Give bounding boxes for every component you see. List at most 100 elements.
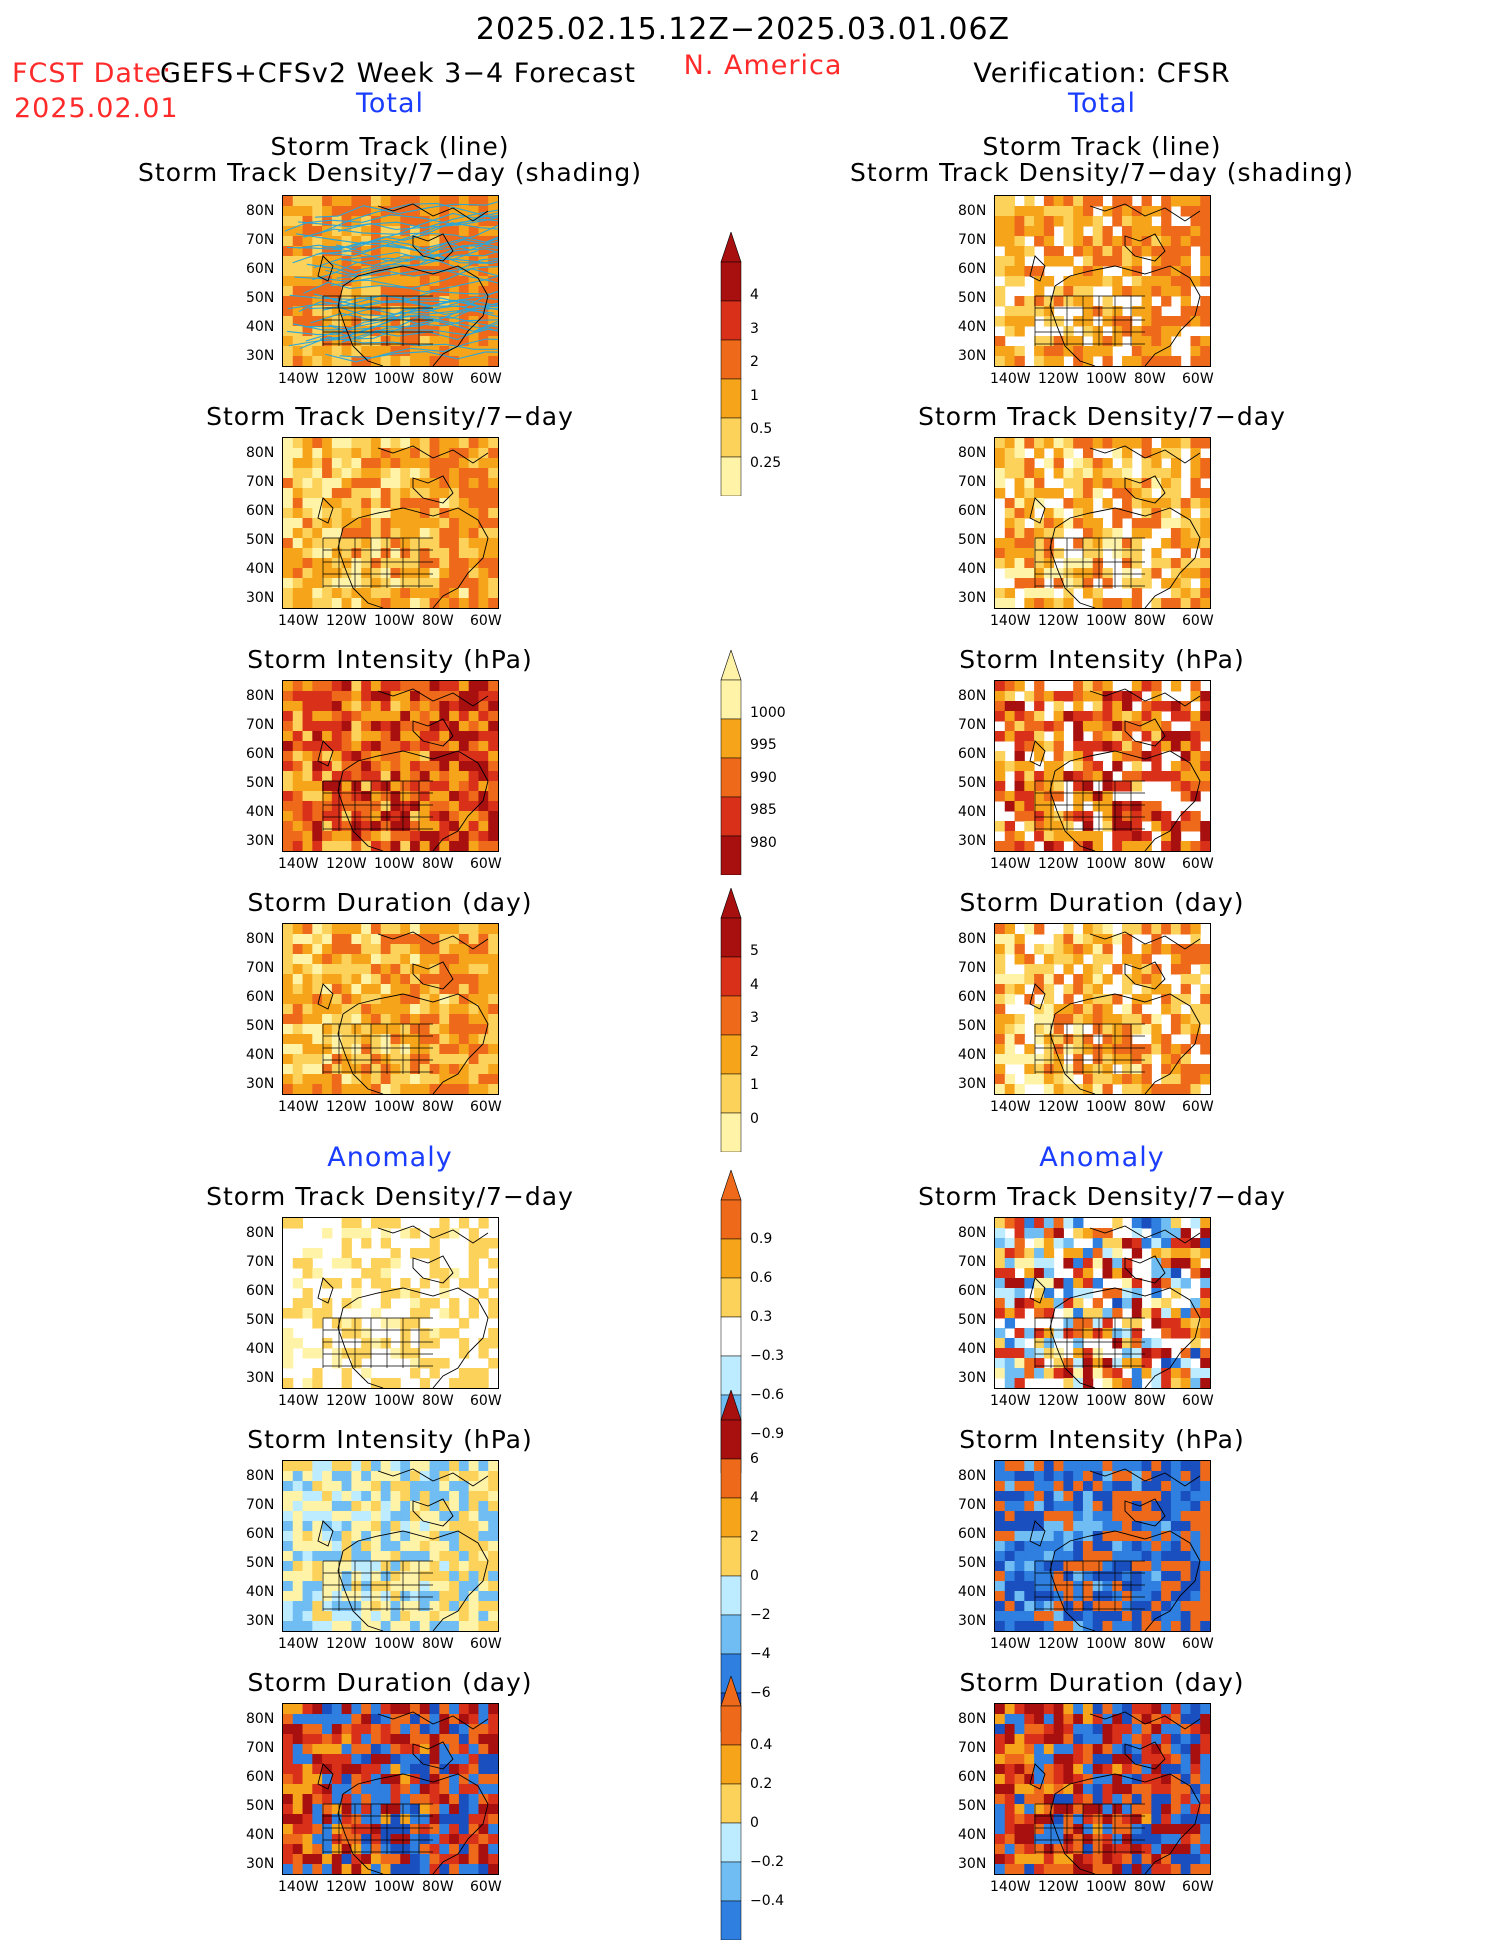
map-density-right [994, 437, 1211, 609]
lat-tick-label: 50N [958, 532, 986, 548]
lon-tick-label: 140W [990, 856, 1031, 872]
lon-tick-label: 140W [990, 1099, 1031, 1115]
lat-tick-label: 50N [246, 290, 274, 306]
lat-tick-label: 60N [246, 261, 274, 277]
section-total-left: Total [356, 88, 424, 119]
lat-tick-label: 40N [246, 1584, 274, 1600]
colorbar-tick-label: 1000 [750, 705, 786, 721]
lon-tick-label: 80W [422, 1636, 454, 1652]
lat-tick-label: 80N [958, 203, 986, 219]
lat-tick-label: 40N [958, 319, 986, 335]
region-title: N. America [684, 50, 843, 81]
lat-tick-label: 30N [246, 1370, 274, 1386]
map-track-line-right [994, 195, 1211, 367]
panel-title-anom-density-right: Storm Track Density/7−day [918, 1182, 1286, 1211]
lon-tick-label: 60W [470, 1393, 502, 1409]
lon-tick-label: 60W [1182, 1393, 1214, 1409]
lon-tick-label: 100W [374, 371, 415, 387]
colorbar-tick-label: 0.9 [750, 1231, 772, 1247]
lon-tick-label: 80W [1134, 1099, 1166, 1115]
colorbar-tick-label: 4 [750, 287, 759, 303]
fcst-date-value: 2025.02.01 [14, 93, 179, 124]
verification-title: Verification: CFSR [973, 58, 1230, 89]
colorbar-tick-label: −0.2 [750, 1854, 784, 1870]
lon-tick-label: 60W [470, 371, 502, 387]
lat-tick-label: 60N [958, 1769, 986, 1785]
map-anom-density-right [994, 1217, 1211, 1389]
lat-tick-label: 60N [958, 746, 986, 762]
lat-tick-label: 80N [958, 1225, 986, 1241]
lat-tick-label: 50N [958, 1798, 986, 1814]
panel-title-anom-density-left: Storm Track Density/7−day [206, 1182, 574, 1211]
lon-tick-label: 140W [278, 856, 319, 872]
lon-tick-label: 100W [374, 1393, 415, 1409]
colorbar-tick-label: 0 [750, 1815, 759, 1831]
lat-tick-label: 40N [958, 804, 986, 820]
lat-tick-label: 40N [246, 1047, 274, 1063]
lon-tick-label: 80W [1134, 613, 1166, 629]
lat-tick-label: 80N [246, 445, 274, 461]
lon-tick-label: 60W [470, 1099, 502, 1115]
lat-tick-label: 60N [958, 503, 986, 519]
lon-tick-label: 140W [278, 371, 319, 387]
lat-tick-label: 50N [958, 290, 986, 306]
lat-tick-label: 60N [246, 1526, 274, 1542]
lat-tick-label: 80N [958, 1468, 986, 1484]
map-anom-density-left [282, 1217, 499, 1389]
lat-tick-label: 30N [246, 1613, 274, 1629]
lat-tick-label: 80N [958, 931, 986, 947]
lon-tick-label: 60W [470, 1879, 502, 1895]
lon-tick-label: 120W [1038, 1636, 1079, 1652]
lon-tick-label: 80W [422, 856, 454, 872]
lon-tick-label: 100W [1086, 1879, 1127, 1895]
lat-tick-label: 30N [958, 1856, 986, 1872]
lon-tick-label: 60W [1182, 856, 1214, 872]
lon-tick-label: 100W [1086, 1099, 1127, 1115]
lon-tick-label: 140W [990, 1636, 1031, 1652]
lat-tick-label: 40N [246, 1827, 274, 1843]
lon-tick-label: 60W [1182, 1879, 1214, 1895]
lon-tick-label: 140W [990, 1879, 1031, 1895]
colorbar-tick-label: 0.6 [750, 1270, 772, 1286]
colorbar-tick-label: 2 [750, 1044, 759, 1060]
lat-tick-label: 70N [958, 474, 986, 490]
lat-tick-label: 30N [958, 348, 986, 364]
panel-title-anom-duration-left: Storm Duration (day) [247, 1668, 532, 1697]
lat-tick-label: 60N [246, 989, 274, 1005]
lon-tick-label: 100W [374, 856, 415, 872]
lat-tick-label: 60N [958, 989, 986, 1005]
lat-tick-label: 30N [958, 1076, 986, 1092]
colorbar-tick-label: 990 [750, 770, 777, 786]
lat-tick-label: 50N [246, 1312, 274, 1328]
lon-tick-label: 140W [278, 1099, 319, 1115]
date-range-title: 2025.02.15.12Z−2025.03.01.06Z [476, 12, 1010, 47]
lat-tick-label: 60N [958, 1526, 986, 1542]
lat-tick-label: 40N [246, 319, 274, 335]
panel-title-track-line-right: Storm Track (line) [982, 132, 1221, 161]
lon-tick-label: 140W [278, 1879, 319, 1895]
map-intensity-left [282, 680, 499, 852]
lat-tick-label: 70N [958, 232, 986, 248]
lon-tick-label: 140W [278, 613, 319, 629]
lon-tick-label: 60W [1182, 371, 1214, 387]
colorbar-tick-label: 4 [750, 977, 759, 993]
panel-title-track-shading-right: Storm Track Density/7−day (shading) [850, 158, 1354, 187]
lat-tick-label: 50N [246, 1555, 274, 1571]
lon-tick-label: 80W [422, 1879, 454, 1895]
lat-tick-label: 60N [246, 503, 274, 519]
lon-tick-label: 120W [1038, 856, 1079, 872]
lat-tick-label: 50N [958, 775, 986, 791]
lon-tick-label: 140W [990, 371, 1031, 387]
lon-tick-label: 80W [1134, 856, 1166, 872]
map-intensity-right [994, 680, 1211, 852]
lat-tick-label: 80N [246, 931, 274, 947]
lon-tick-label: 120W [326, 613, 367, 629]
lat-tick-label: 40N [246, 561, 274, 577]
lat-tick-label: 70N [958, 1497, 986, 1513]
lat-tick-label: 40N [958, 1827, 986, 1843]
colorbar-tick-label: 0.3 [750, 1309, 772, 1325]
lat-tick-label: 70N [246, 1254, 274, 1270]
panel-title-density-left: Storm Track Density/7−day [206, 402, 574, 431]
